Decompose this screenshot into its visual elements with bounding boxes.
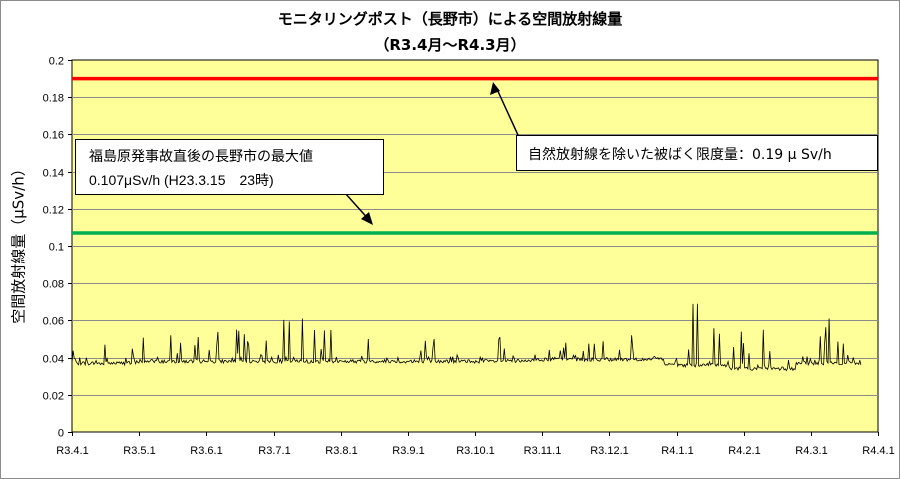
x-tick-label: R3.12.1: [590, 445, 629, 457]
fukushima-callout-arrow-head: [361, 212, 373, 225]
y-tick-label: 0: [58, 428, 64, 440]
chart-title: モニタリングポスト（長野市）による空間放射線量: [277, 10, 623, 28]
exposure-limit-callout-text: 自然放射線を除いた被ばく限度量：0.19 μ Sv/h: [528, 147, 832, 163]
y-tick-label: 0.14: [43, 168, 64, 180]
y-tick-label: 0.12: [43, 205, 64, 217]
y-tick-label: 0.18: [43, 93, 64, 105]
y-tick-label: 0.04: [43, 354, 64, 366]
x-tick-label: R3.9.1: [392, 445, 424, 457]
x-tick-label: R3.4.1: [56, 445, 88, 457]
y-tick-label: 0.16: [43, 130, 64, 142]
chart-subtitle: （R3.4月〜R4.3月）: [374, 36, 526, 54]
x-tick-label: R3.8.1: [325, 445, 357, 457]
exposure-callout-arrow-head: [490, 82, 500, 95]
x-tick-label: R3.7.1: [258, 445, 290, 457]
x-tick-label: R4.1.1: [661, 445, 693, 457]
y-tick-label: 0.2: [49, 56, 64, 68]
x-tick-label: R3.11.1: [524, 445, 562, 457]
exposure-limit-callout: 自然放射線を除いた被ばく限度量：0.19 μ Sv/h: [516, 135, 878, 171]
x-tick-label: R4.4.1: [862, 445, 894, 457]
y-tick-label: 0.06: [43, 316, 64, 328]
x-tick-label: R3.6.1: [190, 445, 222, 457]
y-tick-label: 0.02: [43, 391, 64, 403]
measurement-series-line: [71, 303, 862, 372]
fukushima-max-callout: 福島原発事故直後の長野市の最大値 0.107μSv/h (H23.3.15 23…: [75, 139, 384, 195]
x-tick-label: R4.3.1: [795, 445, 827, 457]
fukushima-max-callout-line2: 0.107μSv/h (H23.3.15 23時): [89, 172, 274, 188]
x-tick-label: R3.10.1: [456, 445, 495, 457]
fukushima-max-callout-line1: 福島原発事故直後の長野市の最大値: [89, 149, 313, 165]
y-tick-label: 0.08: [43, 279, 64, 291]
exposure-callout-arrow-shaft: [495, 86, 519, 136]
y-tick-label: 0.1: [49, 242, 64, 254]
x-tick-label: R3.5.1: [123, 445, 155, 457]
x-tick-label: R4.2.1: [728, 445, 760, 457]
